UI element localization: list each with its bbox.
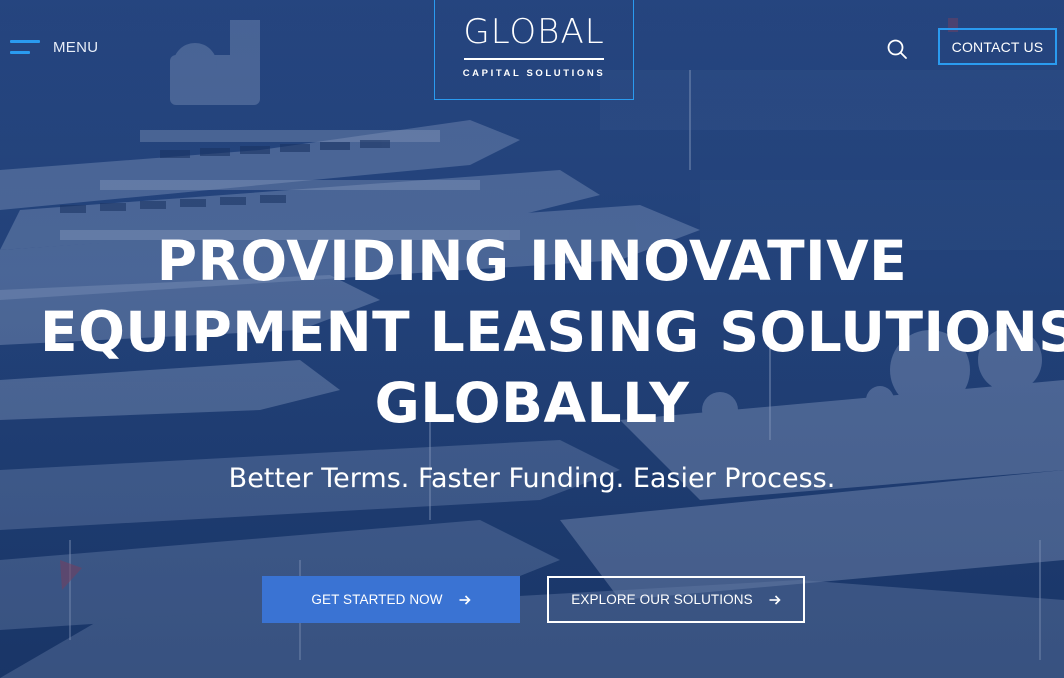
hero-headline: PROVIDING INNOVATIVE EQUIPMENT LEASING S…: [40, 226, 1064, 439]
site-logo[interactable]: GLOBAL CAPITAL SOLUTIONS: [434, 0, 634, 100]
hero-headline-line: PROVIDING INNOVATIVE: [156, 229, 908, 293]
menu-toggle[interactable]: MENU: [10, 34, 98, 60]
get-started-label[interactable]: GET STARTED NOW: [311, 592, 443, 607]
explore-solutions-button[interactable]: EXPLORE OUR SOLUTIONS: [547, 576, 805, 623]
arrow-right-icon: [769, 594, 781, 605]
hero-headline-line: GLOBALLY: [374, 371, 690, 435]
menu-label[interactable]: MENU: [53, 38, 99, 56]
arrow-right-icon: [459, 594, 471, 605]
get-started-button[interactable]: GET STARTED NOW: [262, 576, 520, 623]
hamburger-menu-icon[interactable]: [10, 37, 40, 57]
search-icon[interactable]: [885, 37, 909, 61]
explore-solutions-label[interactable]: EXPLORE OUR SOLUTIONS: [571, 592, 753, 607]
logo-divider: [464, 58, 604, 60]
search-button[interactable]: [885, 37, 909, 61]
hero-headline-line: EQUIPMENT LEASING SOLUTIONS: [40, 300, 1064, 364]
contact-us-button[interactable]: CONTACT US: [938, 28, 1057, 65]
logo-subtitle: CAPITAL SOLUTIONS: [462, 67, 606, 79]
hero-subheadline: Better Terms. Faster Funding. Easier Pro…: [228, 463, 836, 494]
logo-wordmark: GLOBAL: [463, 12, 605, 52]
